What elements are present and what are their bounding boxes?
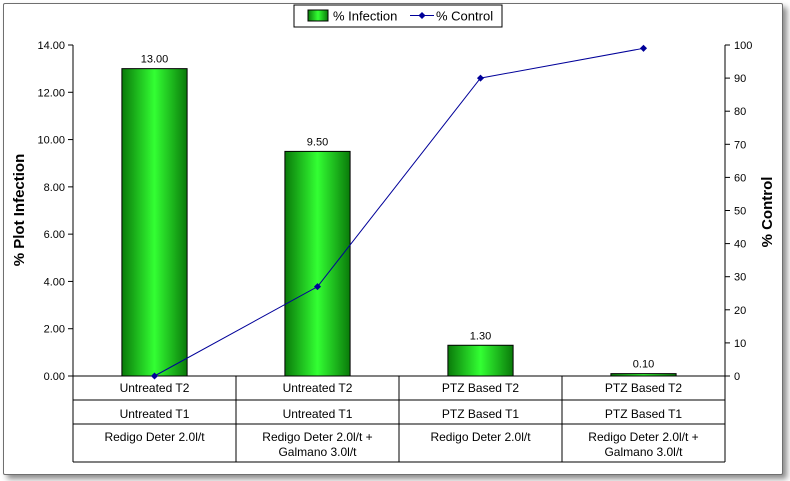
y2-tick-label: 10 — [734, 338, 746, 350]
y2-tick-label: 100 — [734, 40, 752, 52]
bar — [284, 150, 351, 377]
legend-infection-label: % Infection — [333, 9, 397, 24]
category-label: Galmano 3.0l/t — [604, 445, 683, 459]
y2-tick-label: 0 — [734, 371, 740, 383]
y-tick-label: 14.00 — [37, 40, 65, 52]
category-label: PTZ Based T1 — [442, 407, 519, 421]
control-point — [639, 44, 648, 52]
y2-tick-label: 50 — [734, 206, 746, 218]
legend: % Infection % Control — [293, 4, 503, 28]
category-label: PTZ Based T1 — [605, 407, 682, 421]
y2-tick-label: 30 — [734, 272, 746, 284]
category-label: Untreated T2 — [283, 381, 353, 395]
y-tick-label: 8.00 — [44, 182, 65, 194]
category-label: PTZ Based T2 — [442, 381, 519, 395]
y2-axis-title: % Control — [759, 177, 776, 248]
plot-area: 0.00 2.00 4.00 6.00 8.00 10.00 12.00 14.00 0 10 20… — [37, 40, 752, 463]
bar-data-label: 9.50 — [307, 136, 328, 148]
y-tick-label: 0.00 — [44, 371, 65, 383]
bar-data-label: 13.00 — [141, 54, 169, 66]
y2-tick-label: 20 — [734, 305, 746, 317]
y-tick-label: 6.00 — [44, 229, 65, 241]
category-label: PTZ Based T2 — [605, 381, 682, 395]
bar — [447, 344, 514, 377]
category-label: Redigo Deter 2.0l/t + — [588, 430, 698, 444]
y-tick-label: 10.00 — [37, 135, 65, 147]
legend-control-marker — [418, 11, 426, 20]
category-label: Untreated T2 — [120, 381, 190, 395]
category-label: Untreated T1 — [120, 407, 190, 421]
y2-tick-label: 40 — [734, 239, 746, 251]
legend-box — [293, 4, 503, 28]
bar — [610, 373, 677, 377]
control-line — [154, 47, 644, 377]
category-label: Untreated T1 — [283, 407, 353, 421]
category-label: Redigo Deter 2.0l/t — [430, 430, 531, 444]
control-point — [150, 372, 159, 380]
y2-tick-label: 90 — [734, 73, 746, 85]
bar-data-label: 1.30 — [470, 330, 491, 342]
bar-data-label: 0.10 — [633, 359, 654, 371]
category-label: Redigo Deter 2.0l/t + — [262, 430, 372, 444]
y-tick-label: 2.00 — [44, 324, 65, 336]
control-point — [476, 74, 485, 82]
y-tick-label: 4.00 — [44, 276, 65, 288]
y-axis-title: % Plot Infection — [11, 154, 28, 267]
bar — [121, 68, 188, 377]
y-tick-label: 12.00 — [37, 87, 65, 99]
category-label: Redigo Deter 2.0l/t — [104, 430, 205, 444]
legend-infection-swatch — [307, 9, 329, 22]
control-point — [313, 283, 322, 291]
y2-tick-label: 80 — [734, 106, 746, 118]
legend-control-label: % Control — [436, 9, 493, 24]
y2-tick-label: 70 — [734, 139, 746, 151]
y2-tick-label: 60 — [734, 172, 746, 184]
category-label: Galmano 3.0l/t — [278, 445, 357, 459]
